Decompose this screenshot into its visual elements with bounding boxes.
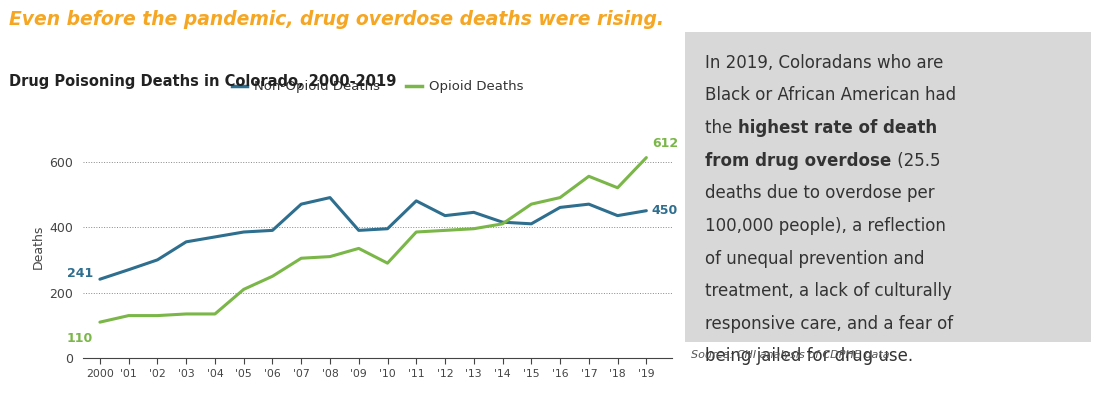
Text: deaths due to overdose per: deaths due to overdose per — [705, 184, 934, 202]
Text: from drug overdose: from drug overdose — [705, 152, 892, 170]
Text: In 2019, Coloradans who are: In 2019, Coloradans who are — [705, 54, 943, 72]
Text: 241: 241 — [66, 267, 93, 280]
Text: of unequal prevention and: of unequal prevention and — [705, 250, 925, 267]
Text: the: the — [705, 119, 737, 137]
Text: 612: 612 — [652, 137, 678, 150]
Text: Even before the pandemic, drug overdose deaths were rising.: Even before the pandemic, drug overdose … — [9, 10, 663, 29]
Text: 450: 450 — [652, 204, 678, 217]
Text: highest rate of death: highest rate of death — [737, 119, 937, 137]
Legend: Non-Opioid Deaths, Opioid Deaths: Non-Opioid Deaths, Opioid Deaths — [226, 75, 529, 99]
Text: treatment, a lack of culturally: treatment, a lack of culturally — [705, 282, 952, 300]
Text: responsive care, and a fear of: responsive care, and a fear of — [705, 315, 953, 333]
Text: Black or African American had: Black or African American had — [705, 86, 957, 104]
Text: Source: CHI analysis of CDPHE data: Source: CHI analysis of CDPHE data — [691, 350, 889, 360]
Text: Drug Poisoning Deaths in Colorado, 2000-2019: Drug Poisoning Deaths in Colorado, 2000-… — [9, 74, 397, 89]
Text: 110: 110 — [66, 332, 93, 345]
Y-axis label: Deaths: Deaths — [32, 224, 45, 269]
Text: (25.5: (25.5 — [892, 152, 940, 170]
Text: being jailed for drug use.: being jailed for drug use. — [705, 347, 914, 365]
Text: 100,000 people), a reflection: 100,000 people), a reflection — [705, 217, 947, 235]
